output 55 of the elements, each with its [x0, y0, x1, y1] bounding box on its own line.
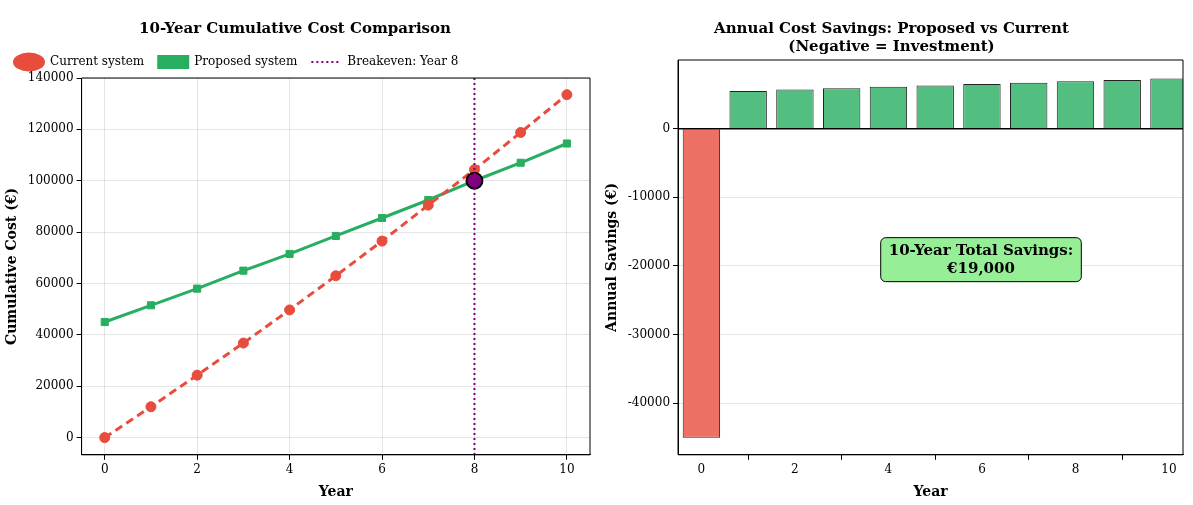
point [561, 89, 573, 101]
y-axis-title: Annual Savings (€) [603, 182, 620, 333]
y-tick-label: 0 [65, 429, 74, 444]
annotation: 10-Year Total Savings: €19,000 [888, 240, 1074, 277]
y-tick-label: 0 [662, 120, 671, 135]
point [237, 337, 249, 349]
point [146, 301, 155, 310]
y-tick-label: 100000 [27, 172, 74, 187]
chart-title: Annual Cost Savings: Proposed vs Current (Negative = Investment) [713, 18, 1070, 55]
point [193, 284, 202, 293]
y-tick-label: 140000 [27, 70, 74, 85]
point [239, 266, 248, 275]
x-tick-label: 8 [470, 462, 479, 477]
point [562, 139, 571, 148]
y-tick-label: 120000 [27, 121, 74, 136]
chart-title: 10-Year Cumulative Cost Comparison [139, 18, 452, 37]
y-tick-label: -10000 [627, 189, 671, 204]
point [516, 158, 525, 167]
x-tick-label: 0 [100, 462, 109, 477]
point [377, 213, 387, 223]
x-tick-label: 10 [1161, 462, 1177, 477]
y-tick-label: 60000 [35, 275, 74, 290]
y-tick-label: 80000 [35, 224, 74, 239]
x-tick-label: 4 [884, 462, 893, 477]
y-tick-label: -20000 [627, 258, 671, 273]
x-tick-label: 6 [978, 462, 986, 477]
x-axis-title: Year [912, 483, 949, 500]
x-axis-title: Year [317, 483, 354, 500]
y-tick-label: -30000 [627, 326, 671, 341]
x-tick-label: 6 [378, 462, 386, 477]
x-tick-label: 10 [559, 462, 575, 477]
x-tick-label: 2 [791, 462, 799, 477]
point [145, 401, 157, 413]
point [422, 199, 434, 211]
y-tick-label: -40000 [627, 395, 671, 410]
point [99, 432, 111, 444]
legend-label: Proposed system [194, 54, 298, 69]
point [330, 270, 342, 282]
x-tick-label: 2 [193, 462, 201, 477]
y-tick-label: 20000 [35, 378, 74, 393]
legend-label: Breakeven: Year 8 [347, 54, 459, 69]
point [284, 304, 296, 316]
legend-label: Current system [50, 54, 145, 69]
y-axis-title: Cumulative Cost (€) [3, 187, 20, 345]
point [515, 126, 527, 138]
x-tick-label: 0 [697, 462, 706, 477]
point [331, 231, 340, 240]
point [191, 369, 203, 381]
point [376, 235, 388, 247]
x-tick-label: 4 [285, 462, 294, 477]
y-tick-label: 40000 [35, 326, 74, 341]
point [285, 249, 294, 258]
x-tick-label: 8 [1071, 462, 1080, 477]
point [465, 171, 484, 190]
point [100, 317, 109, 327]
